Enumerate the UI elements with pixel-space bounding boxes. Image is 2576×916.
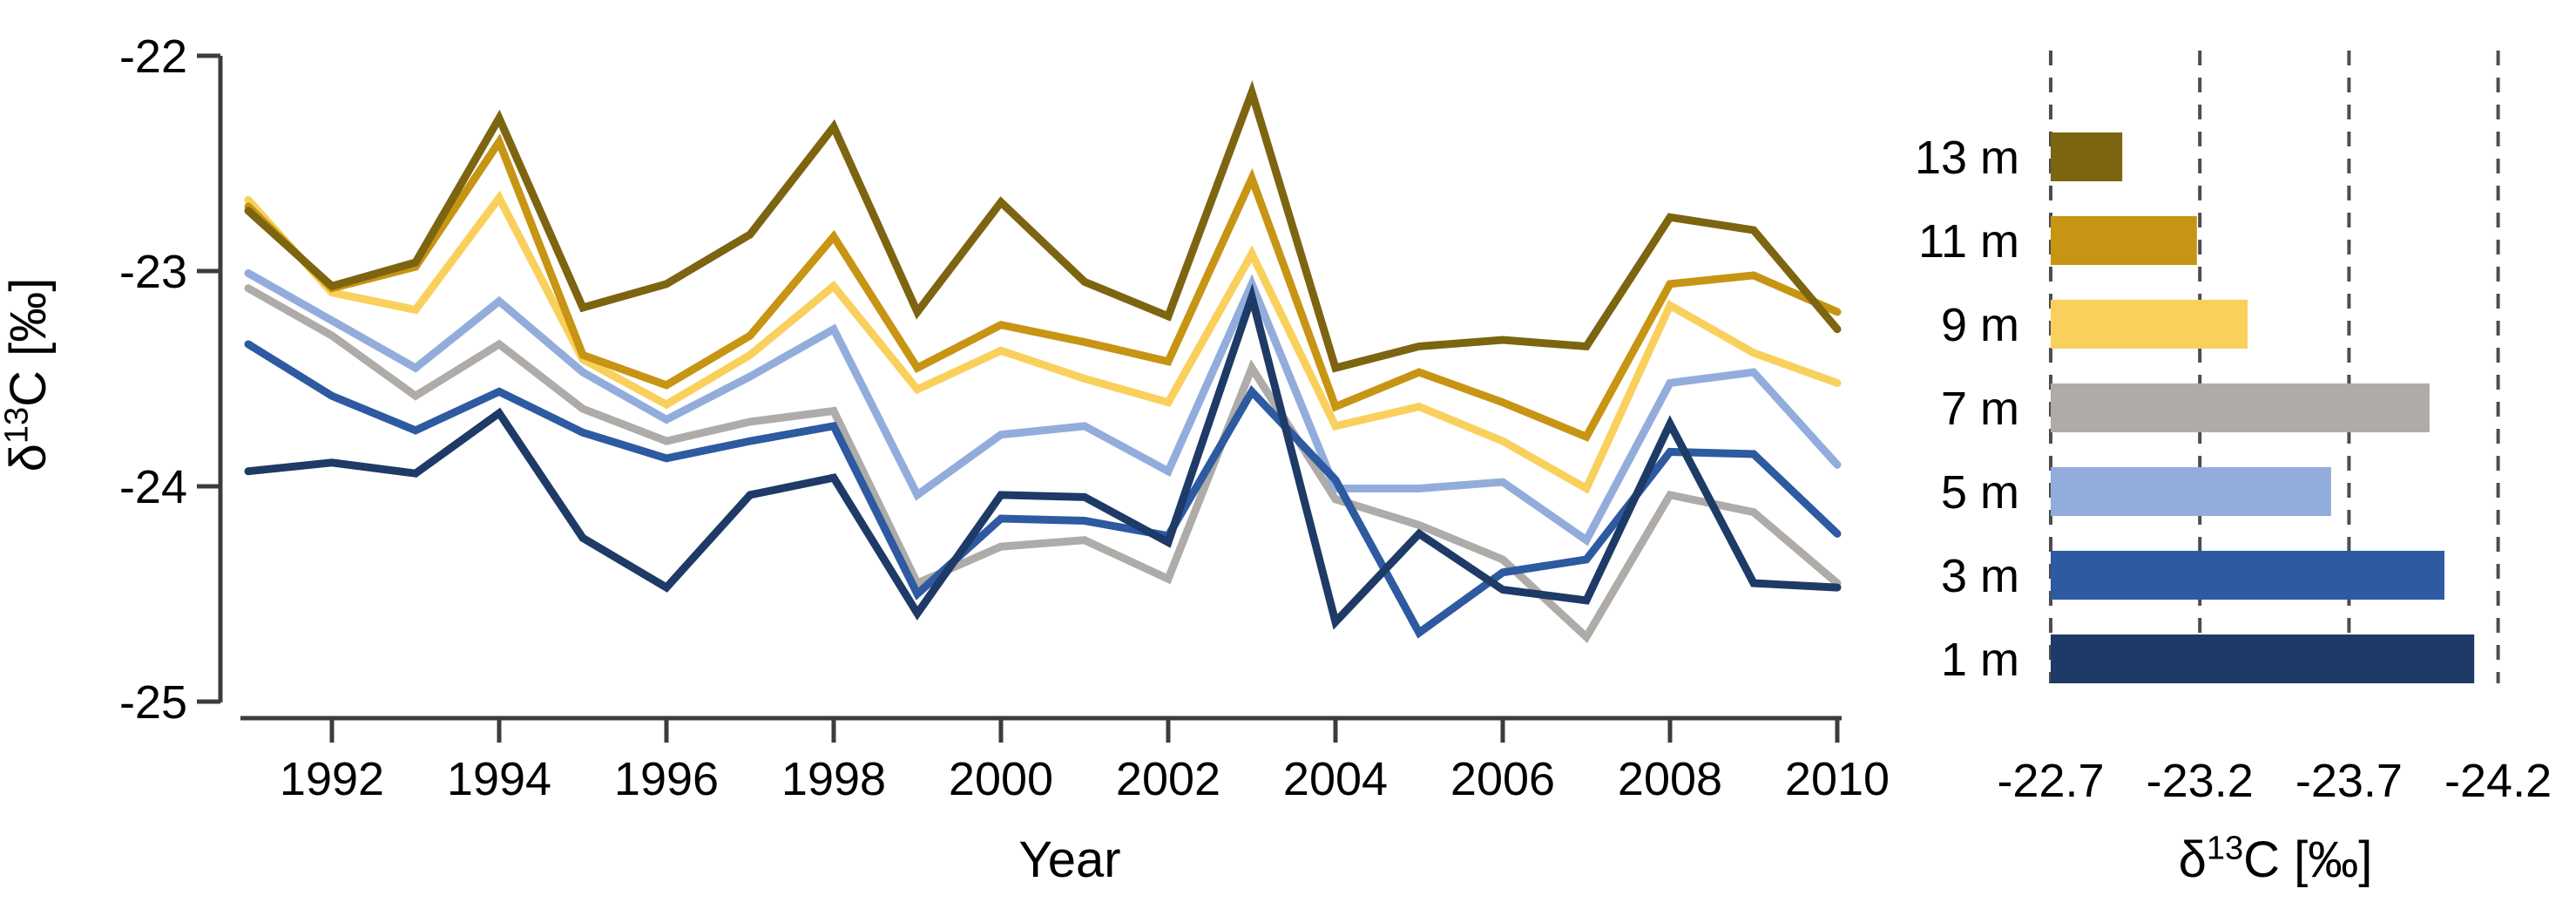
y-axis-title-sup: 13: [0, 407, 36, 444]
bar-x-tick-label: -23.7: [2295, 755, 2403, 807]
bar-x-axis-title-pre: δ: [2179, 831, 2207, 888]
x-tick-label: 2004: [1283, 753, 1388, 805]
bar-label: 5 m: [1941, 466, 2019, 519]
line-chart-panel: -22 -23 -24 -25 1992 1994 1996 1998 2000 2002 2004…: [0, 31, 1890, 888]
bar-3m: [2051, 551, 2444, 600]
bar-label: 1 m: [1941, 634, 2019, 686]
x-tick-label: 1994: [447, 753, 551, 805]
line-series-13m: [244, 79, 1842, 373]
bar-7m: [2051, 383, 2430, 432]
x-tick-label: 1992: [280, 753, 384, 805]
x-tick-label: 1996: [614, 753, 719, 805]
x-tick-label: 2008: [1618, 753, 1722, 805]
y-axis-title: δ13C [‰]: [0, 278, 57, 472]
bar-chart-panel: 13 m 11 m 9 m 7 m 5 m 3 m 1 m -22.7 -23.2 -23.7 -2…: [1915, 51, 2552, 888]
bar-label: 7 m: [1941, 383, 2019, 435]
line-series-7m: [244, 284, 1842, 643]
bar-9m: [2051, 300, 2248, 349]
bar-x-tick-label: -23.2: [2147, 755, 2254, 807]
line-series-9m: [244, 190, 1842, 494]
y-axis-title-post: C [‰]: [0, 278, 57, 407]
bar-label: 13 m: [1915, 132, 2019, 184]
x-tick-label: 2010: [1785, 753, 1890, 805]
bar-x-axis-title: δ13C [‰]: [2179, 831, 2373, 888]
bar-label: 3 m: [1941, 550, 2019, 602]
bar-1m: [2051, 634, 2475, 683]
line-series-3m: [244, 340, 1842, 639]
bar-x-axis-title-post: C [‰]: [2243, 831, 2372, 888]
line-series-1m: [244, 282, 1842, 630]
line-series-11m: [244, 133, 1842, 442]
x-tick-label: 2006: [1450, 753, 1555, 805]
bar-13m: [2051, 132, 2123, 181]
bar-x-axis-title-sup: 13: [2207, 831, 2243, 867]
y-tick-label: -23: [119, 246, 187, 298]
bar-x-tick-label: -24.2: [2444, 755, 2552, 807]
y-tick-label: -25: [119, 676, 187, 729]
x-axis-title: Year: [1018, 831, 1120, 888]
x-tick-label: 1998: [781, 753, 886, 805]
y-tick-label: -24: [119, 461, 187, 513]
x-tick-label: 2000: [949, 753, 1053, 805]
y-axis-title-pre: δ: [0, 444, 57, 472]
bar-x-tick-label: -22.7: [1997, 755, 2104, 807]
bar-11m: [2051, 216, 2197, 265]
bar-5m: [2051, 467, 2331, 516]
y-tick-label: -22: [119, 31, 187, 83]
x-tick-label: 2002: [1116, 753, 1220, 805]
bar-label: 9 m: [1941, 299, 2019, 351]
line-series-5m: [244, 268, 1842, 546]
bar-label: 11 m: [1918, 215, 2019, 268]
